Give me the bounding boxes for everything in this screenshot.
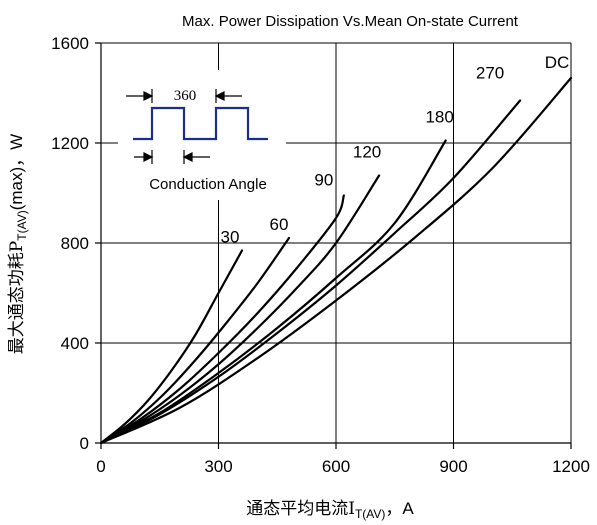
series-label-90: 90 (314, 171, 333, 190)
period-arrowhead-right (214, 91, 225, 101)
y-tick-label: 1200 (51, 134, 89, 153)
x-tick-label: 1200 (552, 457, 590, 476)
period-arrowhead-left (143, 91, 154, 101)
series-label-120: 120 (353, 143, 381, 162)
series-label-270: 270 (476, 64, 504, 83)
series-label-180: 180 (425, 108, 453, 127)
conduction-angle-label: Conduction Angle (149, 176, 267, 193)
series-line-60 (99, 236, 291, 445)
y-axis-label: 最大通态功耗PT(AV)(max)，W (7, 134, 29, 354)
y-tick-label: 0 (80, 434, 89, 453)
series-line-30 (99, 249, 244, 445)
series-label-60: 60 (270, 215, 289, 234)
x-tick-labels: 0 300 600 900 1200 (96, 443, 590, 476)
inset-background (118, 70, 286, 200)
y-tick-label: 1600 (51, 34, 89, 53)
series-label-30: 30 (221, 228, 240, 247)
series-labels: 30 60 90 120 180 270 DC (221, 53, 570, 247)
angle-arrowhead-right (182, 152, 193, 162)
y-tick-labels: 0 400 800 1200 1600 (51, 34, 101, 453)
x-tick-label: 300 (204, 457, 232, 476)
x-tick-label: 600 (322, 457, 350, 476)
y-tick-label: 800 (61, 234, 89, 253)
x-tick-label: 900 (439, 457, 467, 476)
conduction-waveform (133, 106, 268, 141)
angle-arrowhead-left (143, 152, 154, 162)
chart-title: Max. Power Dissipation Vs.Mean On-state … (182, 13, 519, 30)
series-label-dc: DC (545, 53, 570, 72)
series-line-90 (99, 194, 345, 445)
conduction-angle-inset: 360 Conduction Angle (118, 70, 286, 200)
series-curves (99, 76, 573, 445)
x-axis-label: 通态平均电流IT(AV)，A (246, 499, 414, 521)
series-line-120 (99, 174, 381, 445)
x-tick-label: 0 (96, 457, 105, 476)
series-line-dc (99, 76, 573, 445)
y-tick-label: 400 (61, 334, 89, 353)
period-label: 360 (174, 88, 197, 104)
series-line-270 (99, 99, 522, 445)
